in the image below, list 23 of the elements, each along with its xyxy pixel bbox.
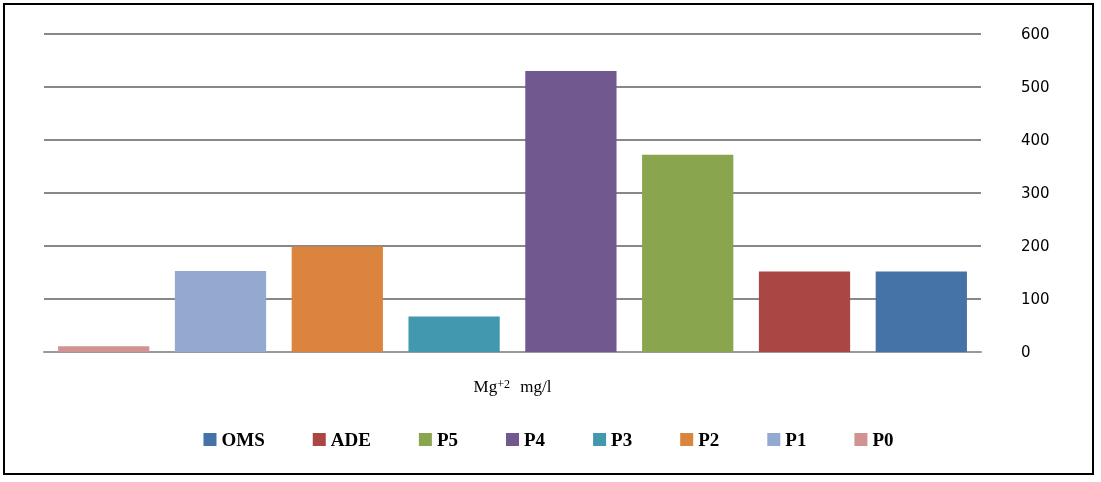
y-tick-label: 0 bbox=[1021, 343, 1031, 361]
bar bbox=[174, 270, 267, 352]
y-tick-label: 600 bbox=[1021, 25, 1050, 43]
bar bbox=[525, 71, 617, 352]
y-tick-label: 500 bbox=[1021, 78, 1050, 96]
bar bbox=[408, 316, 500, 352]
legend-label: OMS bbox=[221, 429, 265, 450]
y-tick-label: 300 bbox=[1021, 184, 1050, 202]
legend-label: P3 bbox=[611, 429, 633, 450]
legend-label: P1 bbox=[785, 429, 807, 450]
y-tick-label: 200 bbox=[1021, 237, 1050, 255]
legend-label: ADE bbox=[330, 429, 371, 450]
bar bbox=[58, 346, 150, 352]
legend-label: P0 bbox=[872, 429, 894, 450]
bar bbox=[642, 154, 734, 352]
bar bbox=[758, 271, 851, 352]
legend-label: P5 bbox=[436, 429, 458, 450]
legend-label: P2 bbox=[698, 429, 720, 450]
y-tick-label: 400 bbox=[1021, 131, 1050, 149]
legend-label: P4 bbox=[523, 429, 546, 450]
y-tick-label: 100 bbox=[1021, 290, 1050, 308]
bar bbox=[875, 271, 967, 352]
bar bbox=[291, 246, 383, 352]
